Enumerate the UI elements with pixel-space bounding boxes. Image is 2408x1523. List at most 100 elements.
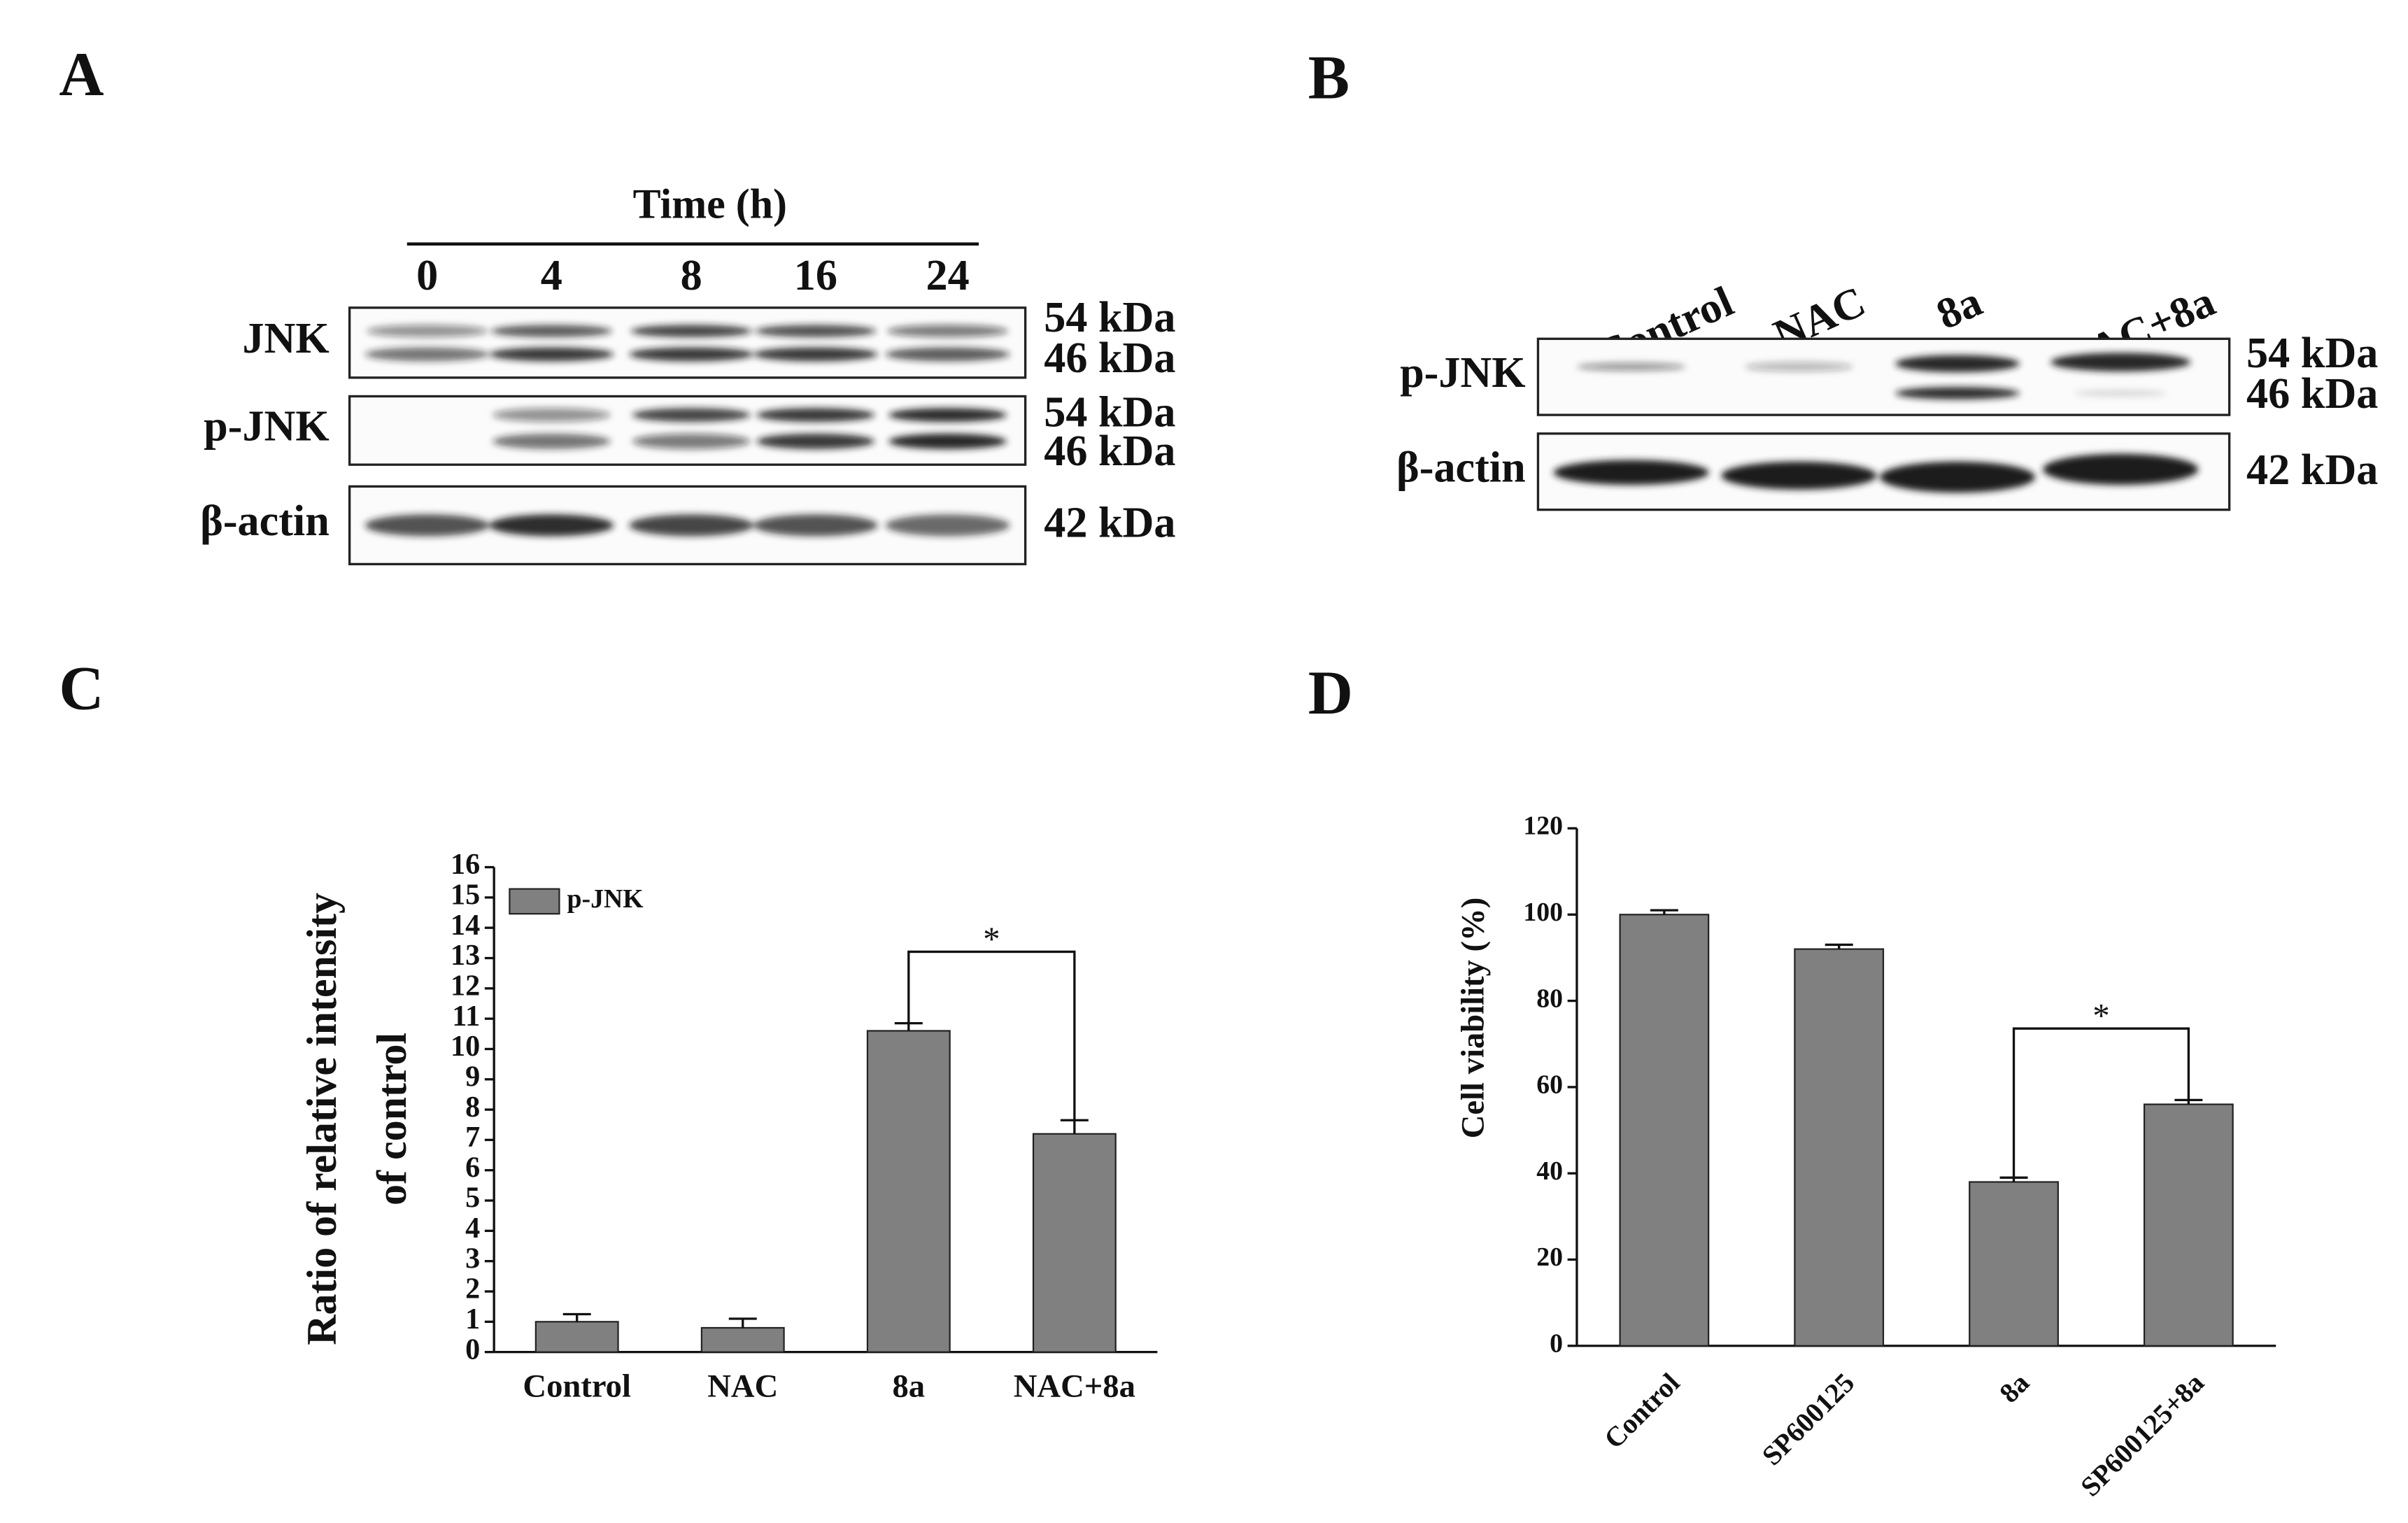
row-label: β-actin [1396,444,1526,491]
significance-mark: * [983,919,1000,958]
lane-label: 8 [681,252,702,299]
x-tick-label: Control [1598,1367,1685,1455]
x-tick-label: 8a [1993,1367,2035,1409]
y-axis-label: Cell viability (%) [1454,898,1491,1139]
x-tick-label: 8a [892,1368,925,1405]
band [632,408,751,423]
band [885,514,1010,537]
y-axis-label: Ratio of relative intensity [299,893,345,1345]
bar [866,1030,951,1353]
x-tick-label: NAC+8a [1014,1368,1135,1405]
x-tick-label: SP600125+8a [2074,1367,2210,1503]
band [492,408,611,423]
y-tick-label: 14 [451,909,480,942]
y-tick-label: 120 [1523,812,1563,841]
panel-label: C [59,654,104,723]
band [489,347,614,362]
y-tick-label: 60 [1536,1070,1563,1100]
band [886,325,1009,338]
y-tick-label: 40 [1536,1156,1563,1186]
band [755,325,877,338]
band [756,433,875,449]
lane-label: 8a [1929,278,1988,339]
lane-label: 0 [416,252,438,299]
band [632,433,751,449]
bands [492,408,1007,449]
y-tick-label: 5 [465,1182,480,1214]
blot-frame [348,306,1027,379]
error-bar [1650,909,1678,915]
lane-label: 24 [926,252,970,299]
band [1879,461,2036,493]
y-tick-label: 10 [451,1030,480,1063]
band [756,408,875,423]
error-bar [1825,943,1853,949]
size-label: 54 kDa [2246,330,2378,377]
row-label: p-JNK [1400,349,1526,397]
bands [364,325,1010,362]
x-tick-label: SP600125 [1756,1367,1861,1472]
band [885,347,1010,362]
band [364,514,490,537]
bands [1553,453,2199,493]
band [629,514,754,537]
panel-label: A [59,41,104,109]
band [753,347,878,362]
band [489,514,614,537]
x-tick-label: Control [523,1368,631,1405]
row-label: β-actin [200,497,330,545]
band [630,325,752,338]
row-label: p-JNK [204,403,330,451]
y-tick-label: 4 [465,1212,480,1245]
band [2074,390,2167,397]
y-tick-label: 11 [452,1000,480,1033]
blot-frame [1536,337,2231,416]
y-tick-label: 15 [451,879,480,912]
error-bar [1060,1119,1089,1134]
bands [364,514,1010,537]
panel-label: B [1308,43,1350,112]
y-tick-label: 1 [465,1303,480,1336]
y-tick-label: 100 [1523,898,1563,927]
bar [1619,914,1710,1347]
y-tick-label: 0 [1550,1329,1563,1358]
y-tick-label: 12 [451,970,480,1003]
band [367,325,488,338]
significance-bracket [2012,1027,2190,1178]
bar [1969,1181,2059,1347]
band [2051,353,2191,371]
bands [1576,353,2191,399]
band [1721,461,1877,490]
error-bar [728,1317,757,1328]
y-tick-label: 13 [451,939,480,972]
bar [2143,1103,2234,1347]
size-label: 46 kDa [2246,370,2378,418]
blot-frame [348,395,1027,466]
bar [700,1326,785,1353]
y-tick-label: 16 [451,848,480,881]
significance-mark: * [2092,996,2109,1035]
bar [1794,948,1885,1347]
band [1744,362,1854,371]
panel-label: D [1308,659,1353,728]
y-tick-label: 9 [465,1060,480,1093]
blot-title: Time (h) [633,180,787,227]
bar [1032,1133,1117,1353]
y-tick-label: 2 [465,1273,480,1305]
lane-label: 4 [541,252,562,299]
band [753,514,878,537]
size-label: 42 kDa [2246,446,2378,494]
band [492,433,611,449]
y-tick-label: 3 [465,1242,480,1275]
legend-label: p-JNK [567,884,644,914]
size-label: 54 kDa [1044,294,1175,341]
band [1895,355,2020,373]
band [2043,453,2199,486]
legend-swatch [509,888,560,915]
y-tick-label: 8 [465,1091,480,1124]
significance-bracket [907,950,1076,1121]
band [888,408,1007,423]
lane-label: 16 [794,252,837,299]
bar [534,1321,619,1353]
